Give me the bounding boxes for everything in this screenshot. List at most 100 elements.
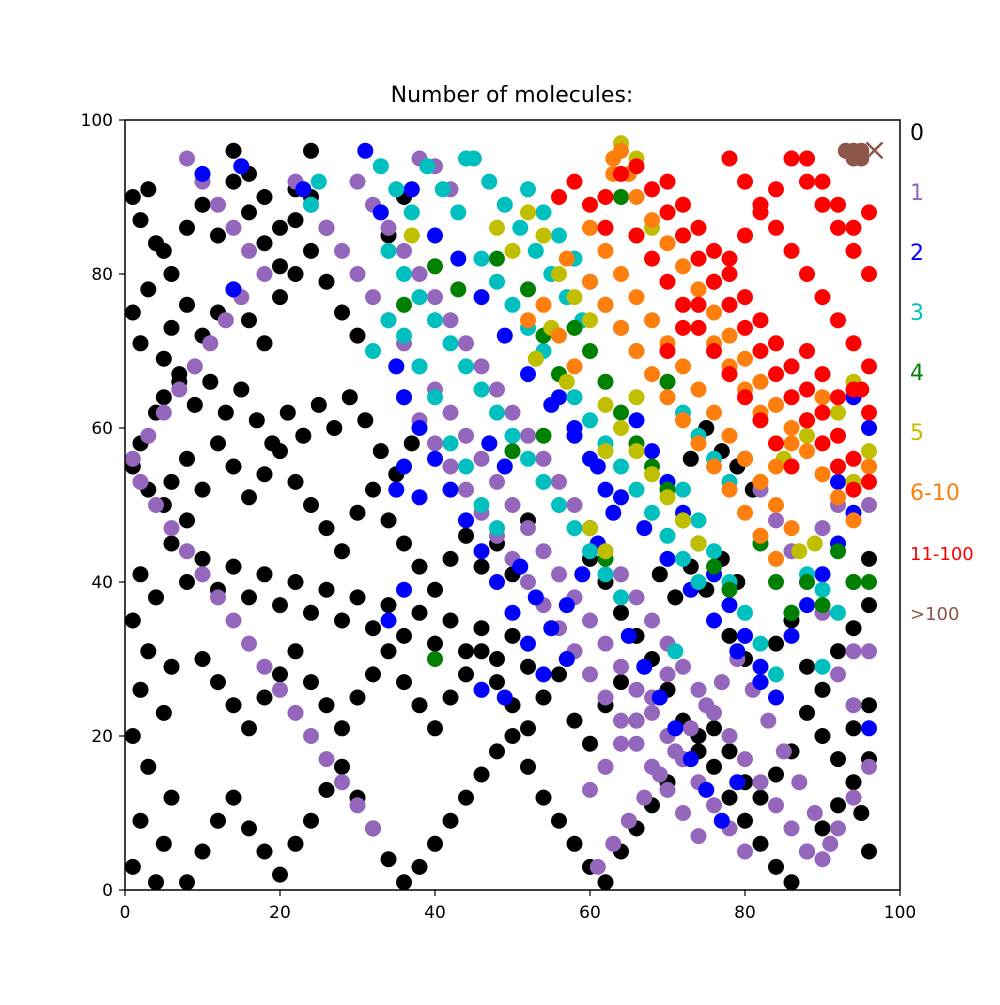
data-point	[380, 512, 397, 529]
data-point	[752, 204, 769, 221]
data-point	[132, 566, 149, 583]
data-point	[830, 604, 846, 621]
data-point	[535, 689, 552, 706]
data-point	[690, 681, 707, 698]
data-point	[303, 196, 319, 213]
data-point	[706, 343, 722, 359]
data-point	[574, 566, 591, 583]
data-point	[768, 797, 784, 814]
data-point	[473, 289, 490, 306]
data-point	[613, 319, 629, 336]
data-point	[814, 728, 831, 744]
data-point	[334, 758, 350, 775]
data-point	[861, 574, 877, 590]
data-point	[613, 404, 629, 421]
data-point	[768, 550, 784, 567]
data-point	[551, 389, 567, 406]
data-point	[791, 543, 808, 560]
data-point	[845, 720, 862, 737]
x-tick-label: 60	[579, 903, 601, 923]
data-point	[303, 142, 319, 159]
data-point	[334, 304, 350, 321]
data-point	[690, 250, 707, 267]
data-point	[690, 296, 707, 313]
data-point	[520, 720, 536, 737]
legend-label: 3	[910, 301, 924, 326]
data-point	[690, 435, 707, 452]
data-point	[225, 219, 242, 236]
y-tick-label: 100	[81, 111, 113, 131]
data-point	[179, 450, 195, 467]
data-point	[272, 289, 288, 306]
data-point	[768, 181, 784, 198]
data-point	[163, 658, 180, 675]
data-point	[830, 751, 846, 768]
data-point	[706, 612, 722, 629]
data-point	[225, 281, 242, 298]
data-point	[721, 743, 738, 760]
data-point	[752, 473, 769, 490]
data-point	[752, 373, 769, 390]
data-point	[442, 312, 459, 329]
data-point	[597, 566, 614, 583]
x-tick-label: 100	[884, 903, 916, 923]
data-point	[597, 242, 614, 259]
data-point	[613, 266, 629, 282]
data-point	[442, 689, 459, 706]
data-point	[535, 227, 552, 244]
data-point	[675, 550, 691, 567]
data-point	[489, 473, 505, 490]
data-point	[458, 789, 474, 806]
data-point	[814, 597, 831, 614]
data-point	[636, 658, 653, 675]
data-point	[659, 173, 676, 190]
data-point	[520, 758, 536, 775]
data-point	[706, 242, 722, 259]
data-point	[814, 366, 831, 383]
data-point	[287, 643, 304, 660]
data-point	[597, 396, 614, 413]
data-point	[682, 450, 699, 467]
data-point	[675, 358, 691, 375]
data-point	[597, 443, 614, 460]
data-point	[179, 574, 195, 590]
data-point	[682, 751, 699, 768]
data-point	[628, 158, 645, 175]
data-point	[504, 728, 521, 744]
data-point	[194, 481, 211, 498]
data-point	[721, 266, 738, 282]
data-point	[768, 335, 784, 352]
data-point	[535, 789, 552, 806]
data-point	[690, 535, 707, 552]
data-point	[504, 443, 521, 460]
data-point	[396, 296, 412, 313]
data-point	[845, 219, 862, 236]
data-point	[752, 527, 769, 544]
data-point	[217, 312, 234, 329]
data-point	[535, 296, 552, 313]
data-point	[241, 242, 257, 259]
data-point	[411, 289, 428, 306]
data-point	[830, 196, 846, 213]
x-tick-label: 20	[269, 903, 291, 923]
plot-area-frame	[124, 119, 901, 891]
data-point	[427, 227, 443, 244]
data-point	[489, 381, 505, 398]
data-point	[334, 242, 350, 259]
data-point	[644, 250, 660, 267]
data-point	[341, 389, 358, 406]
data-point	[272, 597, 288, 614]
data-point	[861, 550, 877, 567]
legend-label: 5	[910, 421, 924, 446]
data-point	[396, 674, 412, 691]
data-point	[566, 497, 583, 513]
data-point	[318, 581, 335, 598]
data-point	[566, 358, 583, 375]
data-point	[427, 312, 443, 329]
data-point	[124, 189, 141, 205]
data-point	[706, 558, 722, 575]
data-point	[458, 481, 474, 498]
data-point	[558, 373, 575, 390]
data-point	[442, 812, 459, 829]
data-point	[202, 335, 219, 352]
